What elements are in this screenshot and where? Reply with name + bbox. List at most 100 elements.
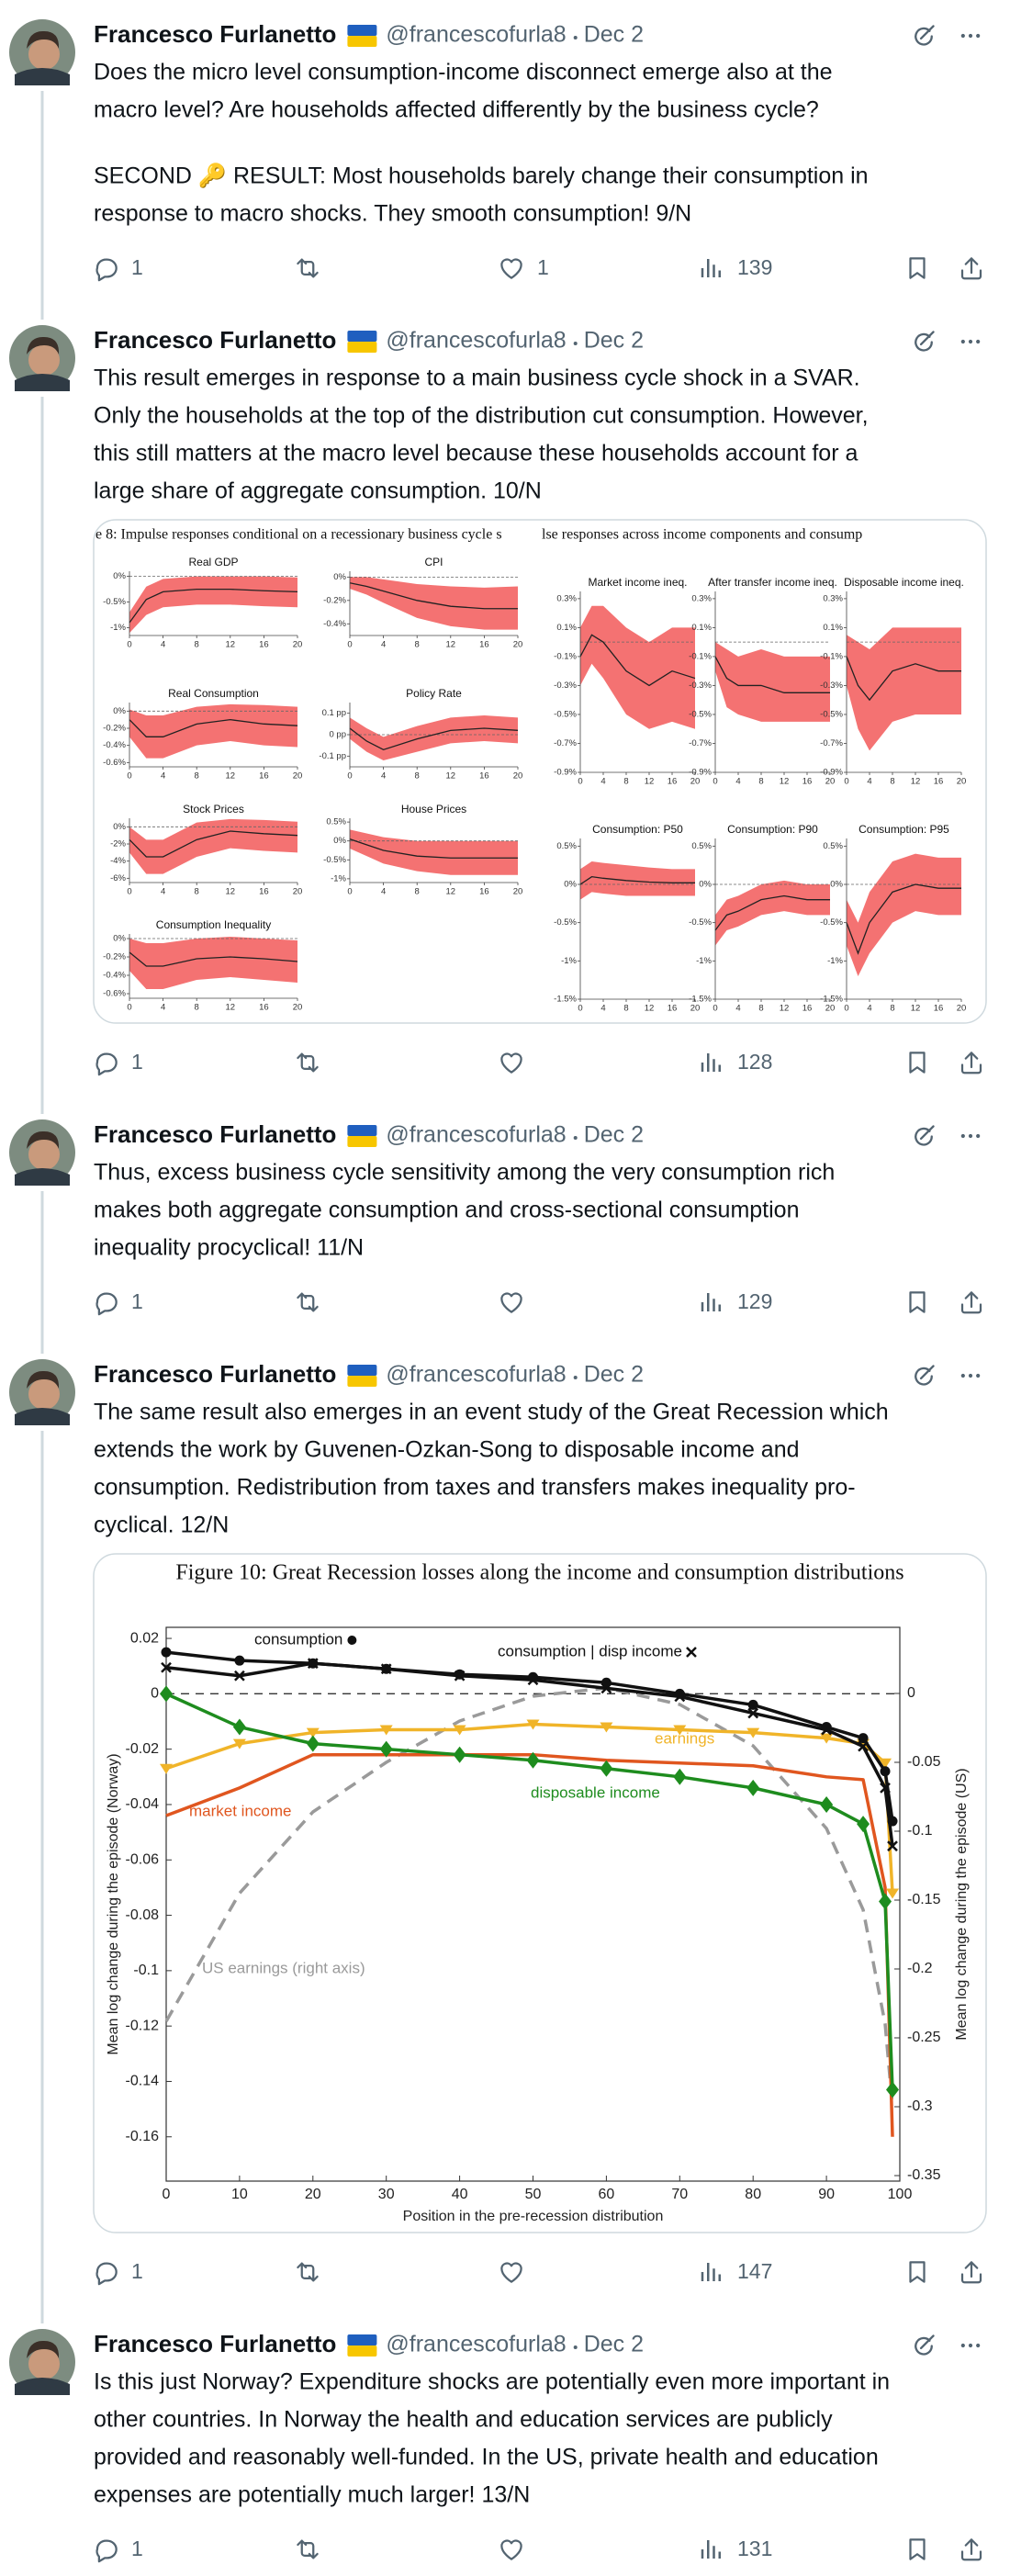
author-handle[interactable]: @francescofurla8 [386,328,566,354]
x-tick-label: 16 [802,777,813,787]
like-button[interactable] [500,1052,522,1074]
share-button[interactable] [960,1291,982,1314]
post-date[interactable]: Dec 2 [584,1122,644,1148]
views-button[interactable] [701,2261,721,2283]
marker [879,1893,892,1910]
share-button[interactable] [960,2261,982,2284]
grok-button[interactable] [915,331,935,352]
y-tick-label: -0.4% [323,619,346,629]
y2-tick-label: -0.2 [907,1961,933,1976]
author-name[interactable]: Francesco Furlanetto [94,2330,336,2357]
y-tick-label: -0.06 [126,1851,160,1867]
post-date[interactable]: Dec 2 [584,328,644,354]
views-button[interactable] [701,1052,721,1074]
avatar[interactable] [9,1119,75,1186]
bookmark-button[interactable] [909,257,926,279]
share-button[interactable] [960,2538,982,2561]
marker [234,1670,245,1682]
x-tick-label: 12 [226,887,236,897]
author-handle[interactable]: @francescofurla8 [386,1362,566,1388]
author-handle[interactable]: @francescofurla8 [386,22,566,48]
marker [160,1685,173,1703]
reply-button[interactable] [95,2262,118,2286]
more-button[interactable] [960,339,981,344]
bookmark-button[interactable] [909,1291,926,1313]
marker [232,1738,246,1749]
x-tick-label: 16 [259,887,269,897]
post-date[interactable]: Dec 2 [584,1362,644,1388]
x-tick-label: 0 [127,1003,131,1013]
y2-tick-label: -0.15 [907,1892,941,1907]
y-tick-label: -4% [110,856,126,866]
post-text-line: consumption. Redistribution from taxes a… [94,1475,856,1501]
y-tick-label: -0.16 [126,2129,160,2144]
y-tick-label: -0.1% [554,651,577,661]
grok-button[interactable] [915,1365,935,1386]
grok-button[interactable] [915,1125,935,1146]
bookmark-button[interactable] [909,2538,926,2560]
bookmark-button[interactable] [909,2261,926,2283]
like-button[interactable] [500,258,522,279]
post-date[interactable]: Dec 2 [584,2332,644,2357]
author-name[interactable]: Francesco Furlanetto [94,20,336,48]
views-button[interactable] [701,1291,721,1313]
views-count: 139 [737,255,772,279]
like-button[interactable] [500,2539,522,2560]
views-button[interactable] [701,2538,721,2560]
reply-button[interactable] [95,1052,118,1076]
y-tick-label: 0.3% [691,593,712,603]
grok-button[interactable] [915,25,935,46]
flag-blue [347,2334,377,2345]
repost-button[interactable] [297,2262,319,2282]
marker [379,1725,393,1736]
y-tick-label: 0.3% [556,593,577,603]
bookmark-button[interactable] [909,1052,926,1074]
reply-button[interactable] [95,1292,118,1316]
x-tick-label: 0 [844,1004,848,1014]
x-tick-label: 16 [668,777,678,787]
grok-button[interactable] [915,2334,935,2356]
y-tick-label: -0.2% [323,595,346,605]
share-button[interactable] [960,257,982,280]
x-tick-label: 8 [195,640,199,650]
y-tick-label: 0% [113,571,126,581]
repost-button[interactable] [297,2539,319,2559]
y-tick-label: -0.6% [103,758,126,768]
y-tick-label: 0% [699,880,712,890]
y-tick-label: -0.2% [103,952,126,962]
reply-button[interactable] [95,2539,118,2563]
post-text-line: makes both aggregate consumption and cro… [94,1198,800,1223]
author-name[interactable]: Francesco Furlanetto [94,1120,336,1148]
author-name[interactable]: Francesco Furlanetto [94,326,336,354]
more-button[interactable] [960,1133,981,1139]
avatar[interactable] [9,19,75,85]
avatar[interactable] [9,1359,75,1425]
repost-button[interactable] [297,1052,319,1073]
views-count: 129 [737,1289,772,1313]
author-handle[interactable]: @francescofurla8 [386,2332,566,2357]
author-name[interactable]: Francesco Furlanetto [94,1360,336,1388]
views-button[interactable] [701,257,721,279]
repost-button[interactable] [297,1292,319,1312]
repost-button[interactable] [297,258,319,278]
avatar-face [28,2348,60,2379]
avatar[interactable] [9,2329,75,2395]
x-tick-label: 4 [161,1003,165,1013]
y-tick-label: 0 [151,1686,159,1702]
like-button[interactable] [500,2262,522,2283]
reply-button[interactable] [95,258,118,282]
avatar[interactable] [9,325,75,391]
more-button[interactable] [960,33,981,39]
more-button[interactable] [960,2343,981,2348]
x-tick-label: 80 [745,2187,761,2202]
more-button[interactable] [960,1373,981,1378]
x-tick-label: 20 [293,887,303,897]
y-tick-label: 0% [333,572,346,582]
author-handle[interactable]: @francescofurla8 [386,1122,566,1148]
like-button[interactable] [500,1292,522,1313]
x-tick-label: 20 [825,1004,836,1014]
post-date[interactable]: Dec 2 [584,22,644,48]
x-tick-label: 16 [479,771,489,782]
share-button[interactable] [960,1052,982,1074]
